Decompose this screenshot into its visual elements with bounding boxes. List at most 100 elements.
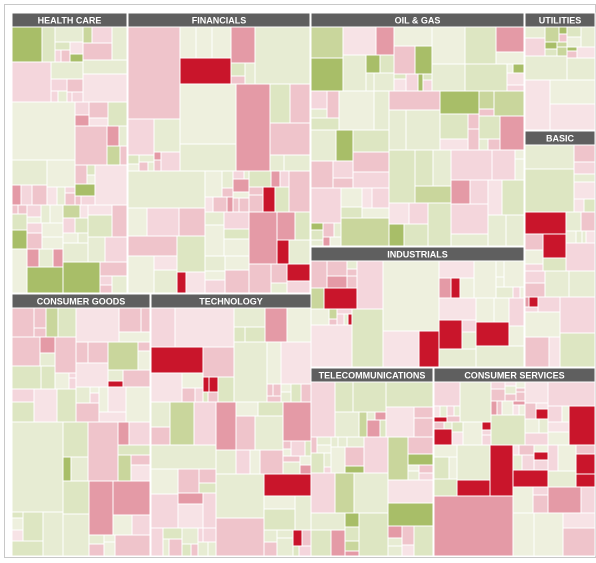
stock-tile[interactable] <box>501 400 514 416</box>
stock-tile[interactable] <box>495 276 505 288</box>
stock-tile[interactable] <box>438 260 475 279</box>
stock-tile[interactable] <box>333 222 342 238</box>
stock-tile[interactable] <box>112 514 133 536</box>
stock-tile[interactable] <box>89 392 100 404</box>
stock-tile[interactable] <box>542 233 567 259</box>
stock-tile[interactable] <box>573 198 585 213</box>
stock-tile[interactable] <box>248 194 264 213</box>
stock-tile[interactable] <box>232 197 240 213</box>
stock-tile[interactable] <box>524 168 575 213</box>
stock-tile[interactable] <box>533 451 549 461</box>
stock-tile[interactable] <box>338 90 375 131</box>
stock-tile[interactable] <box>62 513 90 557</box>
stock-tile[interactable] <box>269 83 291 124</box>
stock-tile[interactable] <box>346 275 358 289</box>
stock-tile[interactable] <box>280 341 312 385</box>
stock-tile[interactable] <box>453 405 461 417</box>
stock-tile[interactable] <box>417 73 424 92</box>
stock-tile[interactable] <box>39 352 56 367</box>
stock-tile[interactable] <box>524 336 550 368</box>
stock-tile[interactable] <box>490 414 526 446</box>
stock-tile[interactable] <box>431 63 466 92</box>
stock-tile[interactable] <box>107 380 124 388</box>
stock-tile[interactable] <box>495 26 525 53</box>
stock-tile[interactable] <box>41 222 64 238</box>
stock-tile[interactable] <box>358 411 368 438</box>
stock-tile[interactable] <box>290 383 302 403</box>
stock-tile[interactable] <box>473 260 497 299</box>
stock-tile[interactable] <box>385 381 434 408</box>
stock-tile[interactable] <box>575 473 596 488</box>
stock-tile[interactable] <box>150 401 171 428</box>
stock-tile[interactable] <box>506 63 514 74</box>
stock-tile[interactable] <box>532 486 549 496</box>
stock-tile[interactable] <box>112 480 151 516</box>
stock-tile[interactable] <box>11 159 48 186</box>
stock-tile[interactable] <box>456 479 491 497</box>
stock-tile[interactable] <box>512 63 525 74</box>
stock-tile[interactable] <box>343 313 349 326</box>
stock-tile[interactable] <box>197 527 204 543</box>
stock-tile[interactable] <box>263 495 296 510</box>
stock-tile[interactable] <box>387 502 434 527</box>
stock-tile[interactable] <box>524 282 546 298</box>
stock-tile[interactable] <box>566 50 578 59</box>
stock-tile[interactable] <box>310 472 336 514</box>
stock-tile[interactable] <box>263 541 278 557</box>
stock-tile[interactable] <box>533 444 549 453</box>
stock-tile[interactable] <box>310 229 324 241</box>
stock-tile[interactable] <box>393 45 416 75</box>
stock-tile[interactable] <box>45 307 59 338</box>
stock-tile[interactable] <box>64 186 76 194</box>
stock-tile[interactable] <box>54 336 77 374</box>
stock-tile[interactable] <box>128 421 151 446</box>
stock-tile[interactable] <box>528 296 539 308</box>
stock-tile[interactable] <box>74 217 89 234</box>
stock-tile[interactable] <box>514 149 525 160</box>
stock-tile[interactable] <box>544 26 560 43</box>
stock-tile[interactable] <box>413 406 434 419</box>
stock-tile[interactable] <box>82 59 128 75</box>
stock-tile[interactable] <box>310 512 346 531</box>
stock-tile[interactable] <box>98 386 109 413</box>
stock-tile[interactable] <box>60 49 71 63</box>
stock-tile[interactable] <box>556 46 568 57</box>
stock-tile[interactable] <box>160 151 181 172</box>
stock-tile[interactable] <box>181 387 196 403</box>
stock-tile[interactable] <box>179 83 237 145</box>
stock-tile[interactable] <box>111 275 128 294</box>
stock-tile[interactable] <box>393 78 407 92</box>
stock-tile[interactable] <box>74 195 82 206</box>
stock-tile[interactable] <box>342 26 377 56</box>
stock-tile[interactable] <box>388 90 441 111</box>
stock-tile[interactable] <box>11 307 35 338</box>
stock-tile[interactable] <box>330 446 346 474</box>
stock-tile[interactable] <box>153 255 178 271</box>
stock-tile[interactable] <box>174 307 235 348</box>
stock-tile[interactable] <box>204 211 225 226</box>
stock-tile[interactable] <box>235 415 256 451</box>
stock-tile[interactable] <box>244 62 256 85</box>
stock-tile[interactable] <box>179 143 237 172</box>
stock-tile[interactable] <box>310 529 332 557</box>
stock-tile[interactable] <box>481 421 492 431</box>
stock-tile[interactable] <box>88 543 105 557</box>
stock-tile[interactable] <box>524 79 551 131</box>
stock-tile[interactable] <box>387 436 409 481</box>
stock-tile[interactable] <box>459 277 475 299</box>
stock-tile[interactable] <box>310 187 342 224</box>
stock-tile[interactable] <box>478 115 501 140</box>
stock-tile[interactable] <box>11 101 76 161</box>
stock-tile[interactable] <box>335 129 354 162</box>
stock-tile[interactable] <box>26 248 40 268</box>
stock-tile[interactable] <box>413 525 434 557</box>
stock-tile[interactable] <box>114 534 151 557</box>
stock-tile[interactable] <box>438 348 477 368</box>
stock-tile[interactable] <box>26 266 64 294</box>
stock-tile[interactable] <box>178 207 206 237</box>
stock-tile[interactable] <box>282 461 301 475</box>
stock-tile[interactable] <box>26 232 43 250</box>
stock-tile[interactable] <box>352 381 387 413</box>
stock-tile[interactable] <box>493 297 510 323</box>
stock-tile[interactable] <box>286 263 311 282</box>
